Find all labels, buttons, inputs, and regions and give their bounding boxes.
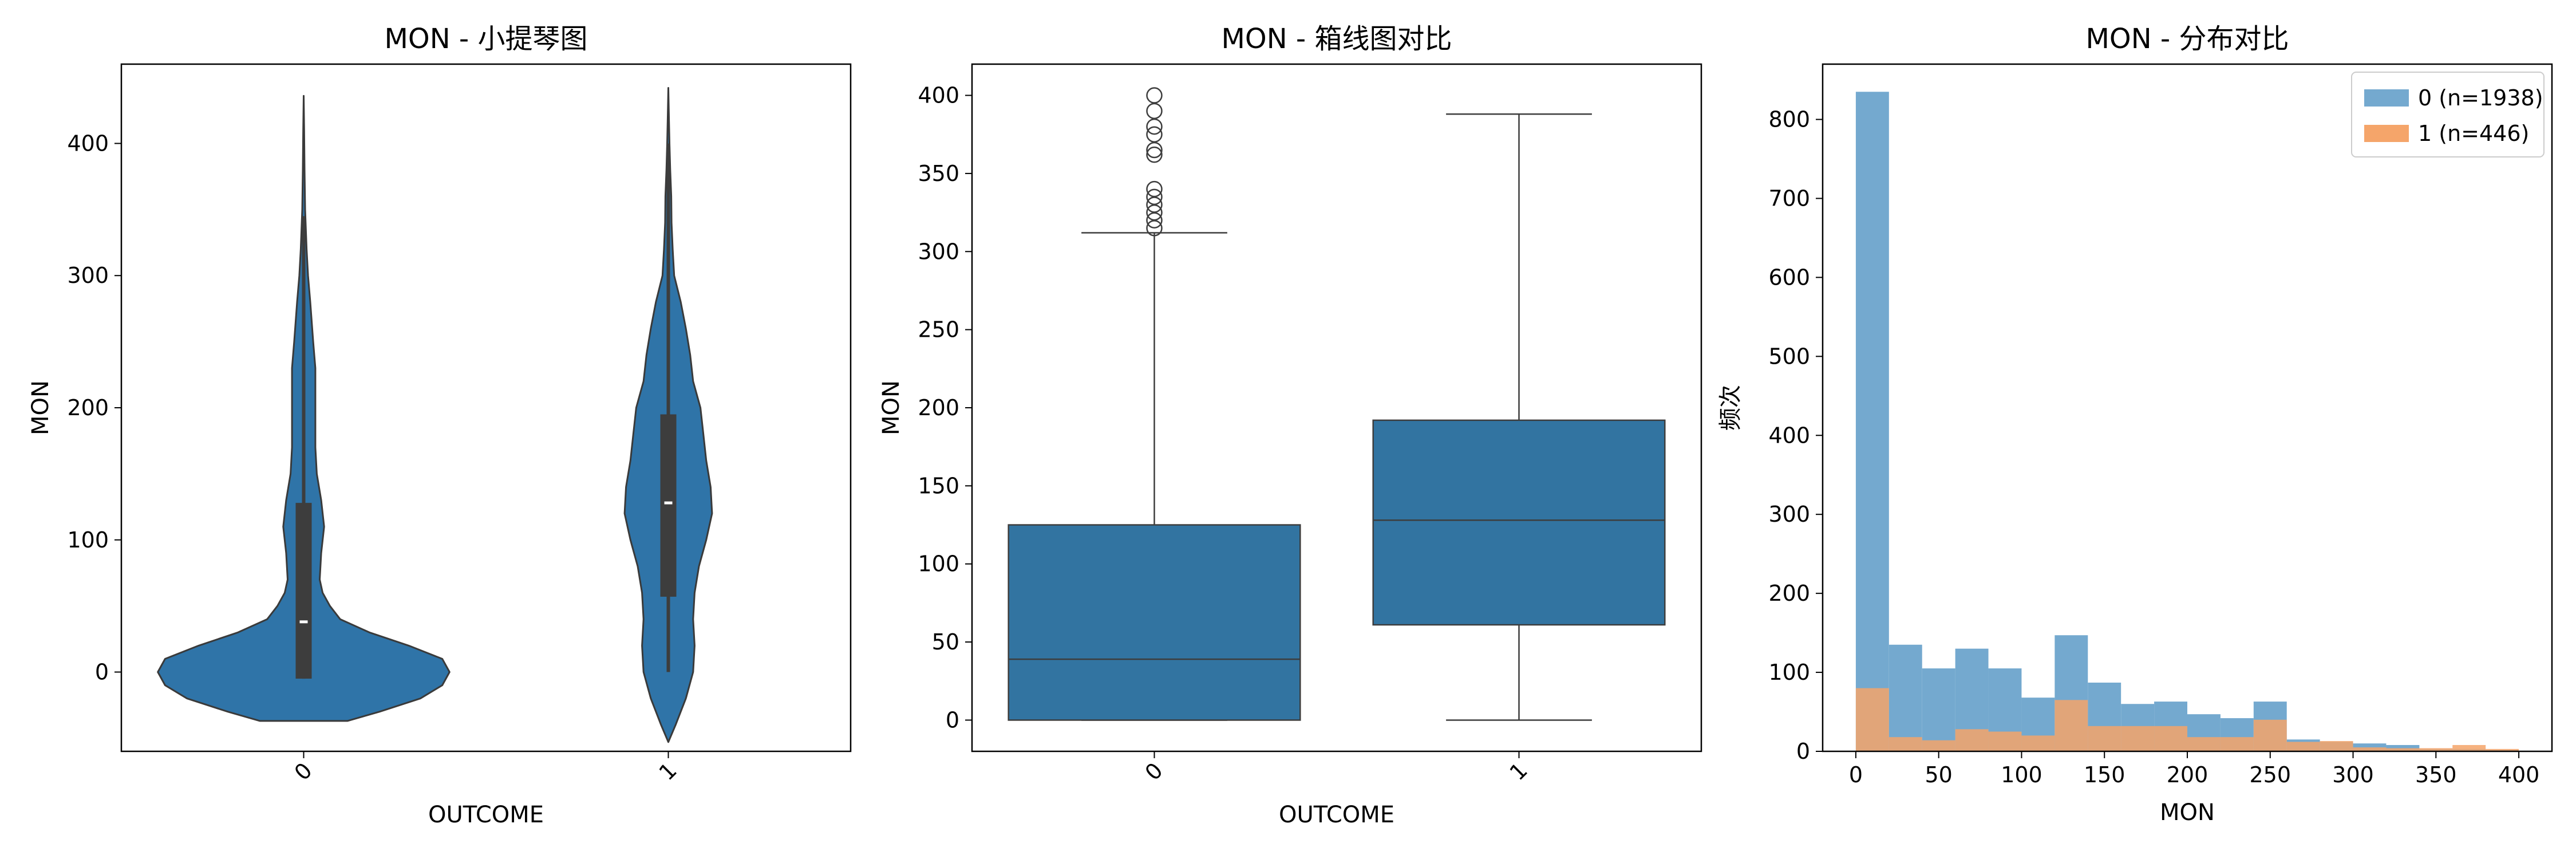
y-tick-label: 0 bbox=[946, 707, 959, 732]
hist-bar-1 bbox=[2386, 748, 2420, 751]
hist-bar-0 bbox=[1922, 668, 1955, 751]
box-outlier-0 bbox=[1146, 87, 1163, 104]
box-chart-title: MON - 箱线图对比 bbox=[1222, 23, 1452, 55]
x-tick-label: 200 bbox=[2167, 762, 2208, 787]
y-tick-label: 150 bbox=[918, 473, 959, 498]
box-outlier-0 bbox=[1146, 103, 1163, 120]
box-x-axis-label: OUTCOME bbox=[1279, 802, 1394, 828]
violin-iqr-1 bbox=[660, 414, 677, 597]
box-outlier-0 bbox=[1146, 220, 1163, 237]
hist-bar-1 bbox=[2486, 748, 2519, 751]
y-tick-label: 100 bbox=[1768, 660, 1810, 685]
y-tick-label: 300 bbox=[67, 263, 109, 288]
violin-x-axis-label: OUTCOME bbox=[428, 802, 544, 828]
hist-bar-1 bbox=[2055, 700, 2088, 751]
hist-y-axis-label: 频次 bbox=[1717, 385, 1744, 431]
y-tick-label: 0 bbox=[1796, 739, 1810, 764]
hist-bar-1 bbox=[2121, 726, 2155, 751]
box-outlier-0 bbox=[1146, 212, 1163, 228]
violin-iqr-0 bbox=[295, 503, 312, 679]
x-tick-label: 100 bbox=[2001, 762, 2042, 787]
hist-bar-1 bbox=[1888, 737, 1922, 751]
x-tick-label: 50 bbox=[1925, 762, 1953, 787]
hist-bar-1 bbox=[2088, 726, 2121, 751]
y-tick-label: 50 bbox=[932, 629, 959, 655]
x-tick-label: 300 bbox=[2332, 762, 2374, 787]
hist-bar-0 bbox=[1888, 644, 1922, 751]
y-tick-label: 400 bbox=[918, 83, 959, 108]
y-tick-label: 350 bbox=[918, 161, 959, 186]
x-tick-label: 250 bbox=[2250, 762, 2291, 787]
violin-chart-title: MON - 小提琴图 bbox=[385, 23, 588, 55]
y-tick-label: 400 bbox=[67, 131, 109, 156]
legend-label-0: 0 (n=1938) bbox=[2418, 85, 2543, 111]
y-tick-label: 700 bbox=[1768, 186, 1810, 211]
hist-bar-1 bbox=[2320, 741, 2353, 751]
box-outlier-0 bbox=[1146, 146, 1163, 163]
y-tick-label: 200 bbox=[67, 395, 109, 420]
box-iqr-1 bbox=[1372, 419, 1666, 626]
legend-label-1: 1 (n=446) bbox=[2418, 121, 2529, 146]
x-tick-label: 0 bbox=[290, 758, 317, 785]
y-tick-label: 300 bbox=[1768, 502, 1810, 527]
y-tick-label: 200 bbox=[1768, 581, 1810, 606]
hist-bar-1 bbox=[2220, 737, 2254, 751]
violin-y-axis-label: MON bbox=[27, 380, 54, 435]
hist-bar-1 bbox=[2452, 744, 2486, 751]
hist-bar-1 bbox=[2253, 719, 2287, 751]
y-tick-label: 100 bbox=[918, 551, 959, 577]
hist-bar-1 bbox=[2187, 737, 2221, 751]
hist-bar-1 bbox=[1922, 740, 1955, 751]
hist-x-axis-label: MON bbox=[2160, 799, 2215, 826]
hist-bar-1 bbox=[2286, 742, 2320, 751]
violin-plot-area: 0 100 200 300 400 0 1 bbox=[67, 63, 852, 785]
y-tick-label: 300 bbox=[918, 239, 959, 264]
x-tick-label: 0 bbox=[1140, 758, 1168, 785]
box-outlier-0 bbox=[1146, 196, 1163, 213]
hist-bar-1 bbox=[2353, 747, 2387, 751]
y-tick-label: 800 bbox=[1768, 107, 1810, 132]
box-outlier-0 bbox=[1146, 204, 1163, 221]
y-tick-label: 100 bbox=[67, 527, 109, 553]
box-outlier-0 bbox=[1146, 180, 1163, 198]
box-outlier-0 bbox=[1146, 141, 1163, 159]
y-tick-label: 200 bbox=[918, 395, 959, 420]
y-tick-label: 250 bbox=[918, 317, 959, 342]
box-outlier-0 bbox=[1146, 188, 1163, 206]
legend-swatch-1 bbox=[2364, 125, 2409, 142]
hist-bar-0 bbox=[1855, 92, 1889, 751]
hist-bar-1 bbox=[2419, 748, 2453, 751]
legend-swatch-0 bbox=[2364, 89, 2409, 107]
hist-chart-title: MON - 分布对比 bbox=[2086, 23, 2289, 55]
box-outlier-0 bbox=[1146, 126, 1163, 143]
box-iqr-0 bbox=[1008, 524, 1301, 721]
x-tick-label: 1 bbox=[654, 758, 682, 785]
y-tick-label: 500 bbox=[1768, 344, 1810, 369]
x-tick-label: 400 bbox=[2498, 762, 2540, 787]
hist-bar-1 bbox=[2154, 726, 2187, 751]
y-tick-label: 400 bbox=[1768, 423, 1810, 448]
hist-bar-1 bbox=[2021, 735, 2055, 751]
y-tick-label: 0 bbox=[95, 660, 109, 685]
axes-frame bbox=[1822, 63, 2553, 752]
x-tick-label: 150 bbox=[2084, 762, 2125, 787]
box-plot-area: 0 50 100 150 200 250 300 350 400 0 1 bbox=[918, 63, 1702, 785]
hist-bar-1 bbox=[1988, 731, 2022, 751]
x-tick-label: 350 bbox=[2415, 762, 2457, 787]
x-tick-label: 1 bbox=[1505, 758, 1532, 785]
x-tick-label: 0 bbox=[1849, 762, 1863, 787]
hist-bar-1 bbox=[1955, 729, 1989, 751]
histogram-plot-area: 0 100 200 300 400 500 600 700 800 0 50 100 150 200 250… bbox=[1768, 63, 2553, 787]
hist-bar-1 bbox=[1855, 688, 1889, 751]
y-tick-label: 600 bbox=[1768, 265, 1810, 290]
box-y-axis-label: MON bbox=[878, 380, 904, 435]
box-outlier-0 bbox=[1146, 118, 1163, 135]
